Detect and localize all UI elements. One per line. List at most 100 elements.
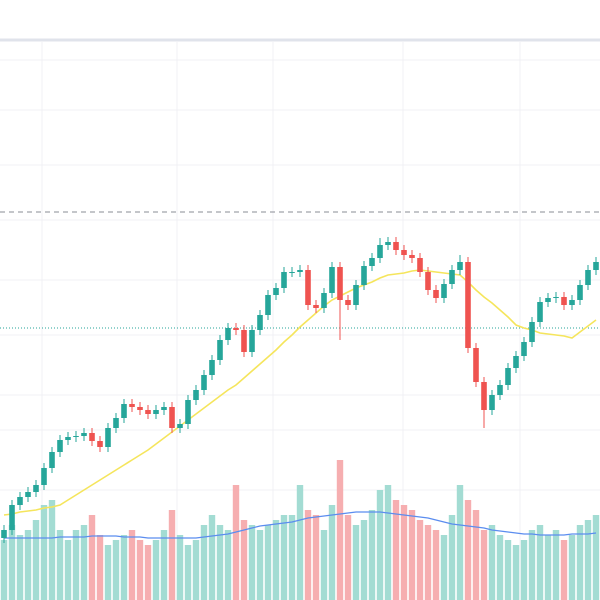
candle-body [521, 342, 527, 356]
volume-bar [432, 530, 440, 600]
volume-bar [272, 520, 280, 600]
volume-bar [40, 505, 48, 600]
candle-body [217, 340, 223, 360]
candle-body [153, 410, 159, 414]
volume-bar [520, 540, 528, 600]
volume-bar [112, 540, 120, 600]
candle-body [249, 330, 255, 352]
volume-bar [208, 515, 216, 600]
volume-bar [328, 505, 336, 600]
candle-body [241, 330, 247, 352]
volume-bar [184, 545, 192, 600]
candle-body [385, 242, 391, 245]
volume-bar [544, 535, 552, 600]
candle-body [441, 284, 447, 298]
volume-bar [216, 525, 224, 600]
candle-body [121, 404, 127, 418]
candle-body [1, 530, 7, 538]
candle-body [49, 452, 55, 468]
volume-bar [16, 535, 24, 600]
volume-bar [512, 545, 520, 600]
candle-body [393, 242, 399, 250]
volume-bar [536, 525, 544, 600]
volume-bar [96, 535, 104, 600]
candle-body [185, 400, 191, 424]
candle-body [473, 348, 479, 382]
volume-bar [192, 540, 200, 600]
volume-bar [480, 530, 488, 600]
candle-body [177, 424, 183, 428]
candle-body [529, 322, 535, 342]
volume-bar [48, 500, 56, 600]
volume-bar [568, 535, 576, 600]
candle-body [497, 385, 503, 395]
candle-body [465, 262, 471, 348]
volume-bar [472, 510, 480, 600]
candle-body [545, 298, 551, 302]
candle-body [369, 258, 375, 266]
volume-bar [336, 460, 344, 600]
candle-body [129, 404, 135, 407]
candle-body [433, 290, 439, 298]
volume-bar [440, 535, 448, 600]
candle-body [481, 382, 487, 410]
volume-bar [368, 510, 376, 600]
candle-body [193, 390, 199, 400]
candle-body [273, 288, 279, 295]
candle-body [409, 255, 415, 258]
candle-body [113, 418, 119, 428]
candle-body [345, 300, 351, 305]
candle-body [417, 258, 423, 272]
volume-bar [72, 530, 80, 600]
candle-body [145, 410, 151, 414]
volume-bar [584, 520, 592, 600]
volume-bar [392, 500, 400, 600]
volume-bar [152, 540, 160, 600]
candle-body [569, 300, 575, 305]
volume-bar [256, 530, 264, 600]
candle-body [537, 302, 543, 322]
volume-bar [32, 520, 40, 600]
candle-body [377, 245, 383, 258]
candle-body [105, 428, 111, 447]
volume-bar [176, 535, 184, 600]
candle-body [505, 368, 511, 385]
volume-bar [248, 525, 256, 600]
volume-bar [320, 530, 328, 600]
candle-body [33, 485, 39, 492]
candle-body [321, 293, 327, 308]
volume-bar [352, 525, 360, 600]
volume-bar [528, 530, 536, 600]
candle-body [65, 437, 71, 440]
candle-body [329, 267, 335, 293]
volume-bar [280, 515, 288, 600]
candle-body [561, 297, 567, 305]
volume-bar [200, 525, 208, 600]
volume-bar [408, 510, 416, 600]
volume-bar [136, 540, 144, 600]
candle-body [425, 272, 431, 290]
candle-body [209, 360, 215, 375]
candle-body [553, 297, 559, 298]
volume-bar [552, 530, 560, 600]
volume-bar [144, 545, 152, 600]
candle-body [97, 441, 103, 447]
volume-bar [424, 525, 432, 600]
volume-bar [592, 515, 600, 600]
volume-bar [288, 515, 296, 600]
candle-body [305, 270, 311, 305]
candle-body [337, 267, 343, 300]
candle-body [25, 492, 31, 497]
volume-bar [504, 540, 512, 600]
volume-bar [384, 485, 392, 600]
volume-bar [416, 520, 424, 600]
candle-body [41, 468, 47, 485]
candle-body [281, 272, 287, 288]
candle-body [265, 295, 271, 315]
candle-body [457, 262, 463, 270]
volume-bar [0, 540, 8, 600]
candle-body [9, 505, 15, 530]
candle-body [201, 375, 207, 390]
volume-bar [344, 515, 352, 600]
